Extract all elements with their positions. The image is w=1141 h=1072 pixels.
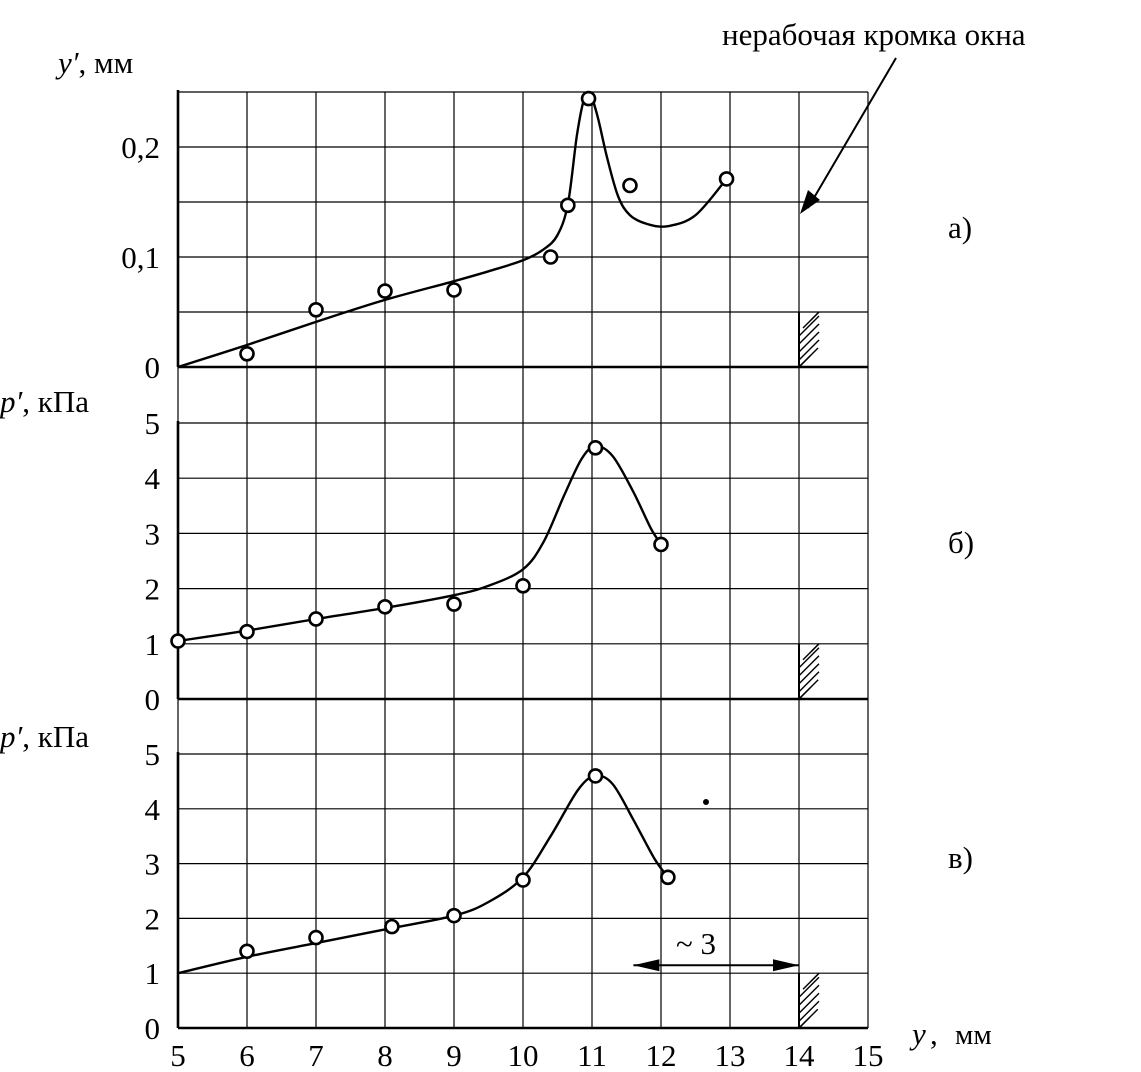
x-tick-label: 5 xyxy=(170,1038,186,1072)
x-tick-label: 8 xyxy=(377,1038,393,1072)
data-point xyxy=(384,918,400,935)
data-point xyxy=(170,633,186,649)
data-point xyxy=(377,599,393,615)
x-tick-label: 10 xyxy=(508,1038,539,1072)
edge-hatch-stroke xyxy=(798,315,820,337)
edge-hatch-stroke xyxy=(798,663,820,685)
data-points xyxy=(170,90,735,960)
edge-hatch xyxy=(798,311,820,368)
edge-hatch-stroke xyxy=(798,323,820,345)
data-point xyxy=(560,197,576,214)
data-point xyxy=(239,943,255,960)
panel-tag: б) xyxy=(948,525,974,560)
y-axis-label: p′, кПа xyxy=(0,384,89,419)
x-tick-label: 6 xyxy=(239,1038,255,1072)
edge-hatch-stroke xyxy=(798,339,820,361)
window-edge-hatches xyxy=(798,311,820,1029)
panel-tag: а) xyxy=(948,210,972,245)
fitted-curves xyxy=(177,93,728,975)
data-point xyxy=(515,872,531,888)
y-tick-label: 2 xyxy=(145,572,161,607)
data-point xyxy=(622,177,638,194)
y-tick-label: 5 xyxy=(145,406,161,441)
data-point xyxy=(580,90,597,107)
y-tick-label: 0,2 xyxy=(121,130,160,165)
y-tick-label: 3 xyxy=(145,516,161,551)
y-tick-label: 4 xyxy=(145,461,161,496)
edge-hatch-stroke xyxy=(798,655,820,677)
edge-hatch-stroke xyxy=(798,976,820,998)
dimension-arrow-right xyxy=(773,959,799,972)
data-point xyxy=(308,301,324,318)
annotation-arrow-head xyxy=(800,190,820,214)
edge-hatch xyxy=(798,643,820,700)
y-tick-label: 5 xyxy=(145,737,161,772)
x-axis-var: y xyxy=(909,1016,926,1051)
data-point xyxy=(308,611,324,627)
y-tick-label: 3 xyxy=(145,847,161,882)
edge-hatch-stroke xyxy=(802,972,820,990)
edge-hatch-stroke xyxy=(798,984,820,1006)
edge-hatch-stroke xyxy=(798,331,820,353)
y-axis-label: p′, кПа xyxy=(0,719,89,754)
data-point xyxy=(377,283,393,299)
dimension-label: ~ 3 xyxy=(676,926,716,961)
edge-hatch-stroke xyxy=(798,671,820,693)
edge-annotation: нерабочая кромка окна xyxy=(722,17,1026,52)
fit-curve xyxy=(177,93,728,369)
edge-hatch-stroke xyxy=(802,311,820,329)
axis-lines xyxy=(176,90,868,1030)
x-tick-label: 9 xyxy=(446,1038,462,1072)
data-point xyxy=(718,171,735,187)
x-tick-label: 11 xyxy=(577,1038,607,1072)
x-tick-label: 14 xyxy=(784,1038,816,1072)
data-point xyxy=(660,869,676,886)
data-point xyxy=(239,345,255,362)
y-tick-label: 1 xyxy=(145,956,161,991)
data-point xyxy=(308,929,324,946)
data-point xyxy=(239,623,255,640)
panel-tag: в) xyxy=(948,840,973,875)
x-axis-unit: мм xyxy=(955,1019,992,1051)
x-axis-comma: , xyxy=(930,1016,938,1051)
y-tick-label: 1 xyxy=(145,627,161,662)
y-tick-label: 2 xyxy=(145,901,161,936)
edge-hatch-stroke xyxy=(798,647,820,669)
fit-curve xyxy=(177,444,663,643)
data-point xyxy=(446,596,462,612)
edge-hatch-stroke xyxy=(798,992,820,1014)
y-tick-label: 0 xyxy=(145,350,161,385)
x-tick-label: 13 xyxy=(715,1038,746,1072)
fit-curve xyxy=(177,774,669,975)
edge-hatch-stroke xyxy=(802,643,820,661)
data-point xyxy=(587,768,604,784)
annotation-arrow-line xyxy=(807,57,897,209)
data-point xyxy=(446,907,462,924)
y-tick-label: 0 xyxy=(145,682,161,717)
y-tick-label: 4 xyxy=(145,792,161,827)
x-tick-label: 7 xyxy=(308,1038,324,1072)
data-point xyxy=(515,578,531,594)
y-tick-label: 0,1 xyxy=(121,240,160,275)
y-tick-label: 0 xyxy=(145,1011,161,1046)
x-tick-label: 15 xyxy=(853,1038,884,1072)
edge-hatch xyxy=(798,972,820,1029)
y-axis-label: y′, мм xyxy=(55,45,133,80)
x-tick-label: 12 xyxy=(646,1038,677,1072)
dimension-arrow xyxy=(633,959,799,972)
edge-hatch-stroke xyxy=(798,1000,820,1022)
data-point xyxy=(446,282,462,298)
data-point xyxy=(542,249,559,265)
dimension-arrow-left xyxy=(633,959,660,972)
data-point xyxy=(587,440,604,456)
data-point xyxy=(653,536,669,553)
speck xyxy=(703,799,709,805)
